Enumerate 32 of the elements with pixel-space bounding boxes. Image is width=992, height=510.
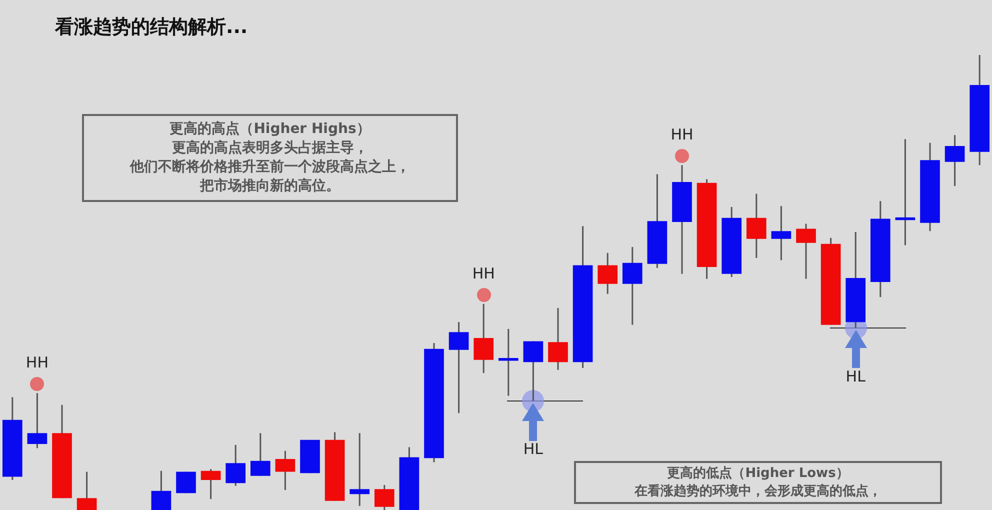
annotation: 他们不断将价格推升至前一个波段高点之上， (128, 158, 411, 177)
annotation: 把市场推向新的高位。 (198, 176, 341, 196)
candlestick (895, 138, 916, 246)
chart-title: 看涨趋势的结构解析... (55, 15, 248, 40)
candlestick (498, 328, 518, 397)
candlestick (474, 303, 494, 374)
candlestick (27, 392, 48, 449)
candlestick (350, 432, 370, 507)
annotation: 更高的高点（Higher Highs） (168, 120, 372, 139)
annotation: HH (26, 353, 48, 372)
candlestick (275, 450, 296, 491)
annotation: HL (846, 367, 866, 386)
candlestick (548, 307, 568, 371)
candlestick (151, 470, 172, 510)
annotation: HH (472, 264, 495, 282)
annotation: HL (523, 440, 544, 458)
candlestick (76, 471, 97, 510)
candlestick (796, 223, 816, 280)
candlestick (746, 193, 766, 259)
candlestick (448, 321, 469, 414)
annotation: 更高的高点表明多头占据主导， (171, 138, 369, 158)
annotation: HH (670, 126, 694, 144)
candlestick (200, 468, 221, 500)
candlestick (250, 432, 270, 477)
candlestick (771, 205, 792, 261)
candlestick (944, 134, 965, 187)
annotation: 更高的低点（Higher Lows） (666, 465, 850, 483)
candlestick (598, 252, 618, 295)
annotation: 在看涨趋势的环境中，会形成更高的低点， (633, 482, 882, 500)
candlestick (622, 246, 642, 326)
candlestick (374, 484, 394, 510)
candlestick (226, 444, 246, 487)
